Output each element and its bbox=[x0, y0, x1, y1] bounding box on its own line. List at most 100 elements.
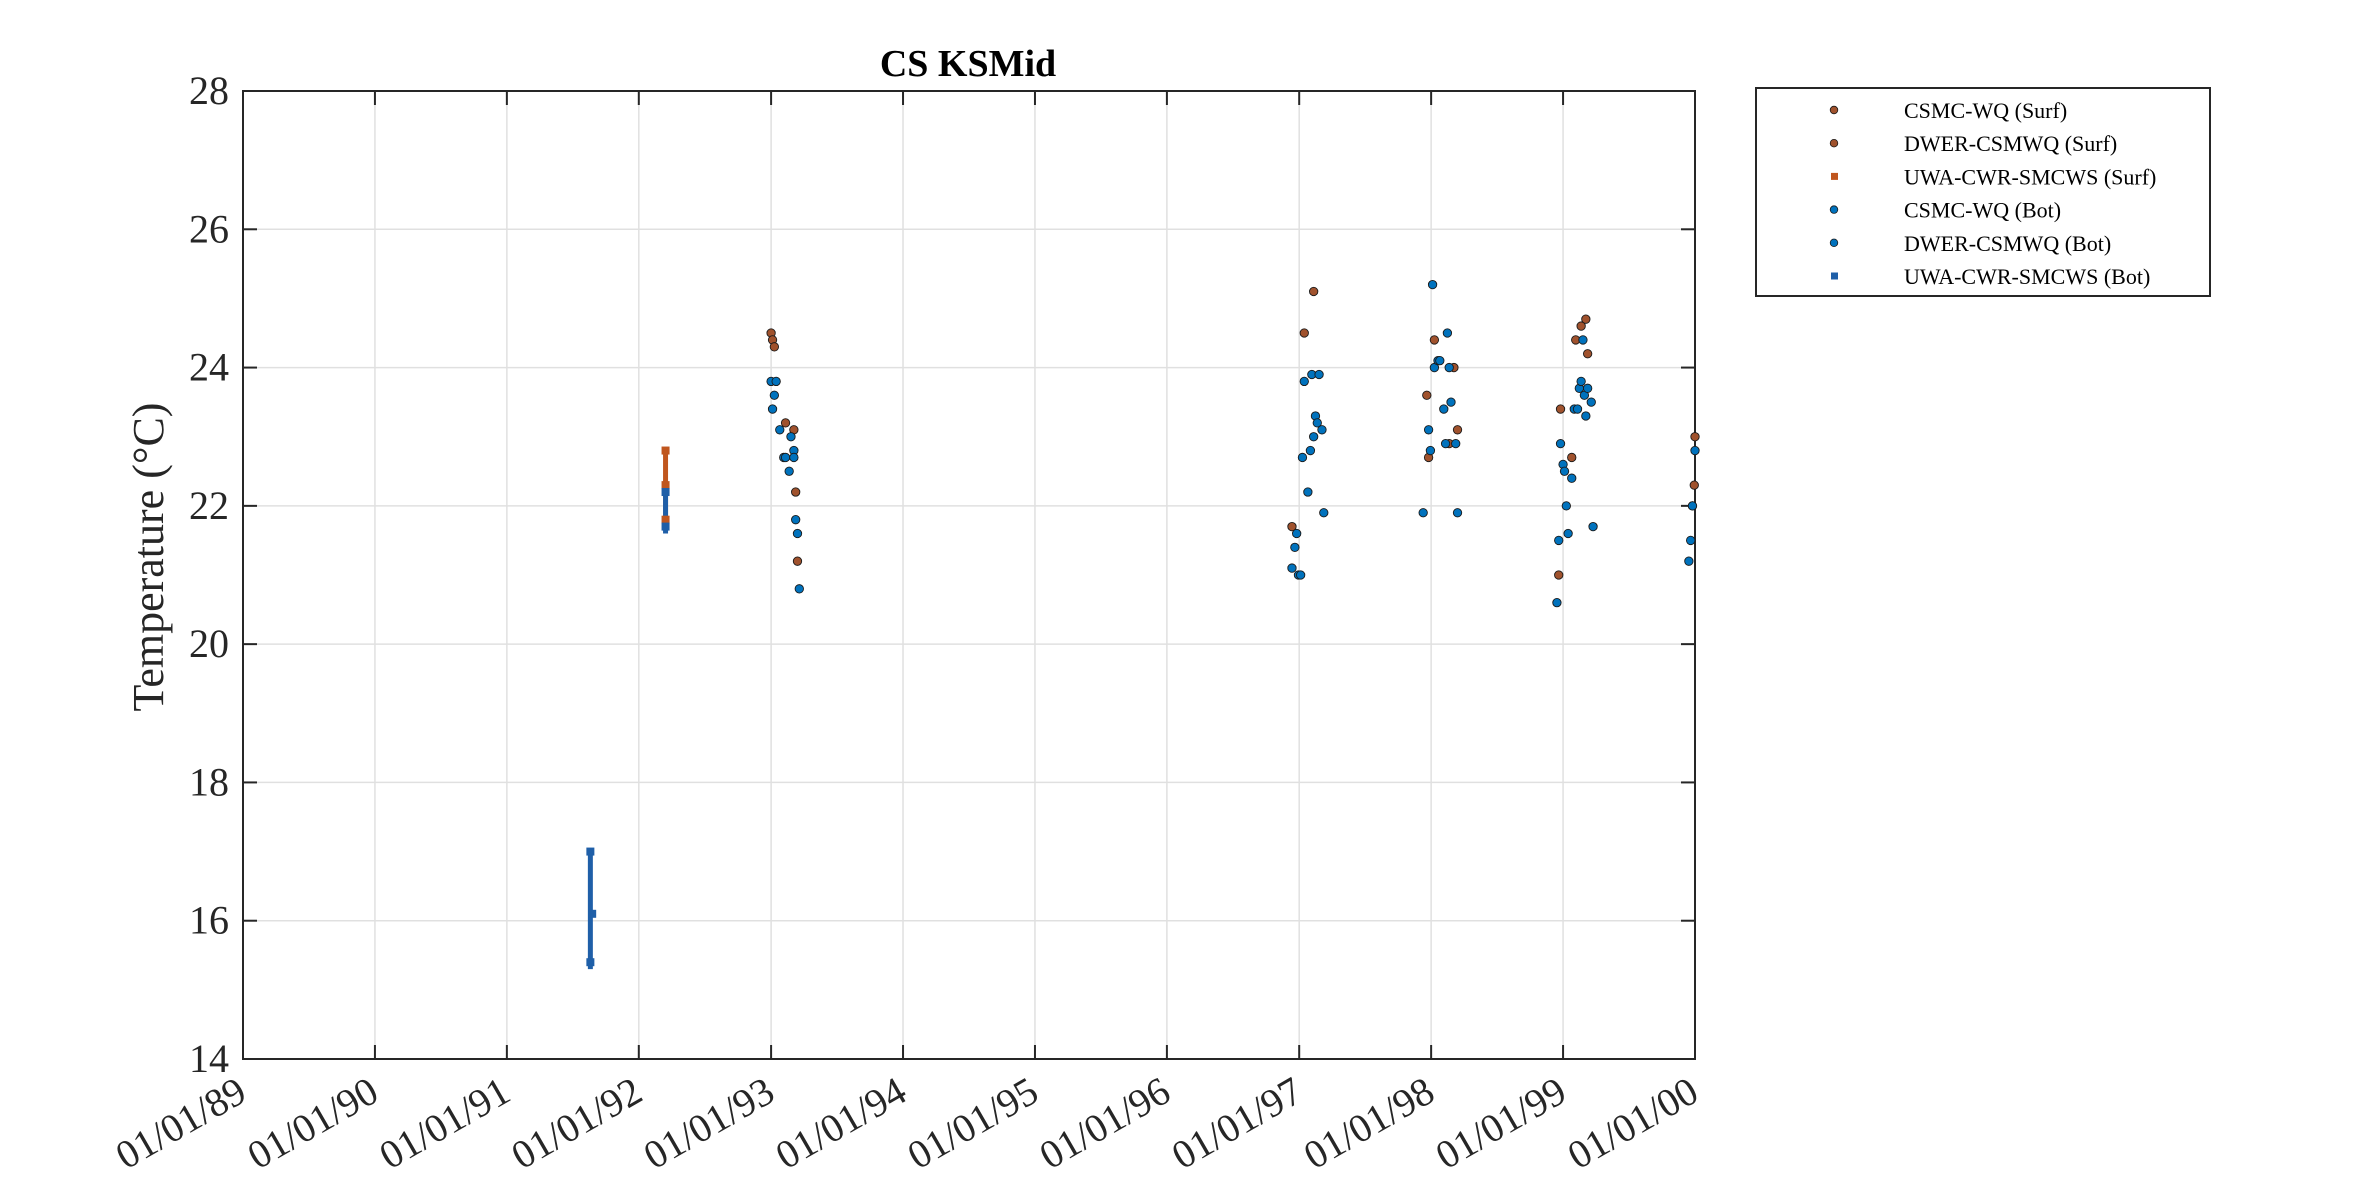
data-point bbox=[1561, 501, 1571, 511]
data-point bbox=[661, 488, 670, 497]
data-point bbox=[1299, 376, 1309, 387]
data-point bbox=[661, 481, 670, 490]
data-point bbox=[784, 466, 794, 476]
data-point bbox=[1554, 570, 1564, 580]
data-point bbox=[780, 418, 791, 428]
data-point bbox=[791, 515, 801, 525]
data-point bbox=[586, 958, 595, 967]
data-point bbox=[789, 452, 799, 463]
data-point bbox=[767, 404, 778, 414]
data-point bbox=[1554, 535, 1564, 546]
data-point bbox=[771, 376, 781, 387]
data-point bbox=[1314, 369, 1324, 380]
data-point bbox=[1292, 528, 1302, 539]
data-point bbox=[1287, 521, 1297, 532]
data-point bbox=[1442, 328, 1453, 338]
y-tick-label: 26 bbox=[189, 206, 229, 251]
data-point bbox=[1435, 356, 1445, 366]
data-point bbox=[1427, 279, 1438, 290]
data-point bbox=[1290, 542, 1300, 552]
legend-marker bbox=[1829, 205, 1839, 214]
legend-entry-label: DWER-CSMWQ (Bot) bbox=[1904, 231, 2111, 256]
y-tick-label: 14 bbox=[189, 1036, 229, 1081]
data-point bbox=[661, 515, 670, 524]
data-point bbox=[1687, 501, 1698, 511]
y-tick-label: 18 bbox=[189, 759, 229, 804]
y-tick-label: 28 bbox=[189, 68, 229, 113]
data-point bbox=[1576, 321, 1586, 331]
data-point bbox=[661, 522, 670, 531]
data-point bbox=[1690, 445, 1700, 456]
data-point bbox=[786, 432, 796, 442]
data-point bbox=[1297, 452, 1308, 463]
data-point bbox=[1422, 390, 1432, 400]
data-point bbox=[1581, 411, 1591, 421]
legend-box bbox=[1755, 87, 2211, 297]
legend-marker bbox=[1829, 238, 1839, 247]
legend-marker bbox=[1831, 172, 1838, 180]
data-point bbox=[1555, 404, 1566, 414]
data-point bbox=[1418, 508, 1428, 518]
data-point bbox=[588, 909, 597, 918]
data-point bbox=[792, 528, 803, 539]
legend-entry-label: CSMC-WQ (Surf) bbox=[1904, 98, 2067, 123]
data-point bbox=[1684, 556, 1694, 566]
y-axis-tick-labels: 14 16 18 20 22 24 26 28 bbox=[189, 68, 229, 1081]
data-point bbox=[1586, 397, 1596, 407]
data-point bbox=[1425, 445, 1436, 456]
data-point bbox=[1295, 570, 1306, 580]
chart-title: CS KSMid bbox=[880, 43, 1056, 85]
legend-marker bbox=[1831, 272, 1838, 280]
data-point bbox=[1451, 438, 1461, 449]
data-point bbox=[1582, 383, 1593, 393]
legend: CSMC-WQ (Surf) DWER-CSMWQ (Surf) UWA-CWR-S… bbox=[1755, 87, 2211, 297]
data-point bbox=[1440, 438, 1451, 449]
data-point bbox=[1689, 480, 1699, 490]
plot-area-frame bbox=[242, 90, 1696, 1060]
data-point bbox=[1552, 598, 1562, 608]
data-point bbox=[1686, 535, 1696, 546]
data-point bbox=[1582, 349, 1593, 359]
legend-entry-label: UWA-CWR-SMCWS (Surf) bbox=[1904, 164, 2156, 189]
data-point bbox=[1452, 425, 1463, 435]
data-point bbox=[780, 452, 791, 463]
legend-marker bbox=[1829, 138, 1839, 148]
data-point bbox=[661, 446, 670, 455]
data-point bbox=[1444, 362, 1454, 373]
data-point bbox=[1563, 528, 1573, 539]
data-point bbox=[791, 487, 801, 497]
data-point bbox=[1317, 425, 1327, 435]
legend-entry-label: CSMC-WQ (Bot) bbox=[1904, 198, 2061, 223]
data-point bbox=[1429, 335, 1440, 345]
y-tick-label: 20 bbox=[189, 621, 229, 666]
data-point bbox=[1567, 452, 1577, 463]
y-axis-title: Temperature (°C) bbox=[124, 403, 173, 712]
data-point bbox=[775, 425, 785, 435]
axis-ticks bbox=[242, 90, 1696, 1060]
data-point bbox=[769, 390, 780, 400]
data-points bbox=[586, 279, 1700, 967]
data-point bbox=[1690, 432, 1700, 442]
data-point bbox=[1439, 404, 1449, 414]
data-point bbox=[1572, 404, 1583, 414]
data-point bbox=[1578, 335, 1588, 345]
data-point bbox=[1588, 521, 1598, 532]
data-point bbox=[1423, 425, 1434, 435]
data-point bbox=[1305, 445, 1316, 456]
data-point bbox=[1319, 508, 1329, 518]
data-point bbox=[792, 556, 803, 566]
data-point bbox=[1581, 314, 1591, 324]
data-point bbox=[1287, 563, 1297, 573]
y-tick-label: 16 bbox=[189, 898, 229, 943]
data-point bbox=[1303, 487, 1313, 497]
data-point bbox=[1299, 328, 1309, 338]
data-point bbox=[586, 847, 595, 856]
data-point bbox=[1576, 376, 1586, 387]
data-point bbox=[1446, 397, 1456, 407]
data-point bbox=[1312, 418, 1322, 428]
y-tick-label: 22 bbox=[189, 483, 229, 528]
data-point bbox=[1309, 432, 1319, 442]
data-point bbox=[1452, 508, 1463, 518]
data-point bbox=[1309, 286, 1319, 297]
